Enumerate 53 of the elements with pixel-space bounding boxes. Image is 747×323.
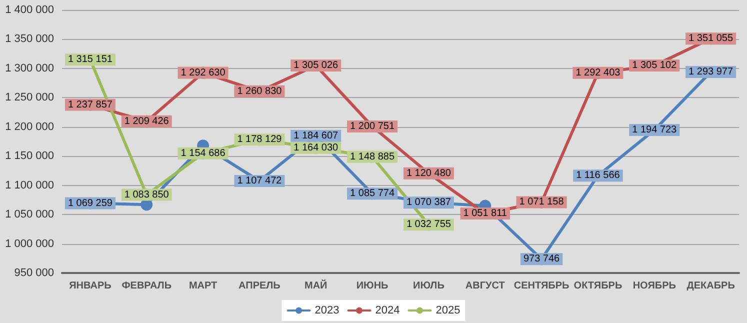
y-tick-label: 1 350 000 xyxy=(5,33,54,46)
legend-label: 2025 xyxy=(436,304,460,316)
data-label: 1 260 830 xyxy=(237,86,282,97)
data-label: 1 292 630 xyxy=(180,67,226,78)
data-label: 1 154 686 xyxy=(180,148,226,159)
data-label: 1 107 472 xyxy=(237,175,282,186)
x-tick-label: ИЮНЬ xyxy=(356,280,388,292)
data-label: 1 293 977 xyxy=(688,66,734,78)
x-tick-label: НОЯБРЬ xyxy=(632,280,676,292)
y-tick-label: 1 200 000 xyxy=(5,120,54,133)
data-label: 1 083 850 xyxy=(124,189,170,200)
data-label: 1 051 811 xyxy=(463,208,508,219)
x-tick-label: СЕНТЯБРЬ xyxy=(514,280,570,292)
data-label: 1 116 566 xyxy=(576,170,620,182)
y-tick-label: 1 100 000 xyxy=(5,179,54,192)
y-tick-label: 1 400 000 xyxy=(5,4,54,16)
x-tick-label: АВГУСТ xyxy=(465,280,505,292)
x-tick-label: ДЕКАБРЬ xyxy=(686,280,735,292)
data-label: 1 351 055 xyxy=(688,33,734,44)
data-label: 1 315 151 xyxy=(68,54,113,66)
data-label: 1 194 723 xyxy=(632,124,678,136)
x-tick-label: ИЮЛЬ xyxy=(413,280,444,292)
x-tick-label: ОКТЯБРЬ xyxy=(574,280,622,292)
x-tick-label: ЯНВАРЬ xyxy=(69,280,112,292)
data-label: 1 032 755 xyxy=(406,219,452,230)
legend-label: 2024 xyxy=(375,304,400,316)
data-label: 1 184 607 xyxy=(294,130,339,142)
x-tick-label: МАЙ xyxy=(304,278,328,292)
data-label: 1 120 480 xyxy=(406,168,452,179)
y-tick-label: 1 150 000 xyxy=(5,150,54,162)
data-label: 1 292 403 xyxy=(576,67,621,78)
y-tick-label: 1 250 000 xyxy=(5,92,54,104)
data-label: 1 209 426 xyxy=(124,116,170,127)
data-label: 1 178 129 xyxy=(237,134,282,146)
data-label: 1 070 387 xyxy=(406,197,452,208)
data-label: 1 148 885 xyxy=(350,151,395,162)
data-label: 1 305 102 xyxy=(632,60,678,71)
data-label: 1 071 158 xyxy=(519,196,564,208)
data-label: 1 237 857 xyxy=(68,99,113,110)
data-label: 1 200 751 xyxy=(350,120,395,132)
data-label: 1 164 030 xyxy=(294,142,339,154)
data-label: 973 746 xyxy=(523,254,560,265)
y-tick-label: 1 000 000 xyxy=(5,238,54,250)
data-label: 1 069 259 xyxy=(68,198,113,209)
x-tick-label: ФЕВРАЛЬ xyxy=(122,280,172,292)
x-tick-label: МАРТ xyxy=(188,280,218,292)
legend-label: 2023 xyxy=(314,304,340,316)
y-tick-label: 950 000 xyxy=(14,267,54,279)
y-tick-label: 1 300 000 xyxy=(5,62,54,74)
y-tick-label: 1 050 000 xyxy=(5,208,54,221)
x-tick-label: АПРЕЛЬ xyxy=(238,280,280,292)
data-label: 1 305 026 xyxy=(294,60,339,72)
data-label: 1 085 774 xyxy=(350,188,395,200)
